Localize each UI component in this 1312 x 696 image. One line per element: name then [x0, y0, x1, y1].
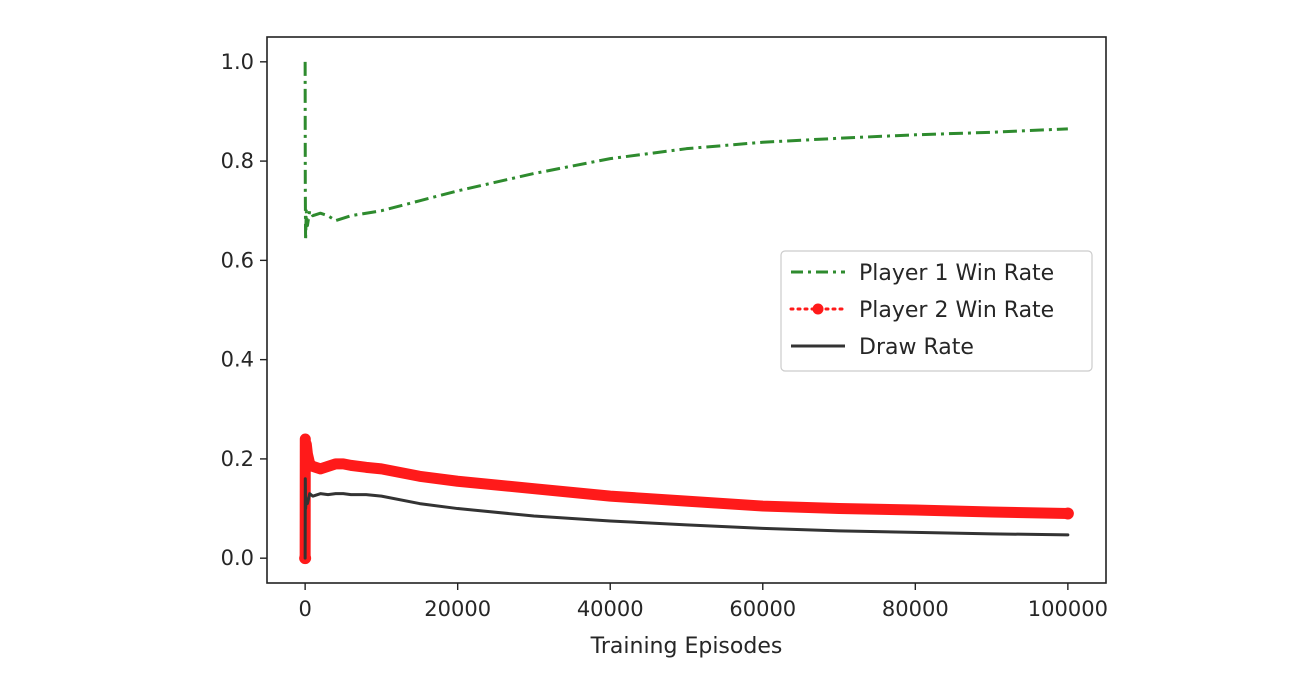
legend: Player 1 Win Rate Player 2 Win Rate Draw R… — [780, 250, 1093, 372]
legend-box — [780, 250, 1093, 372]
legend-label: Draw Rate — [859, 335, 974, 360]
x-tick-label: 80000 — [882, 597, 949, 621]
series-marker — [1061, 507, 1074, 520]
series-line-draw-rate — [303, 477, 1070, 560]
series-line-player-2-win-rate — [299, 433, 1074, 564]
x-tick-label: 60000 — [729, 597, 796, 621]
x-axis-ticks: 0 20000 40000 60000 80000 100000 — [298, 583, 1108, 621]
legend-marker — [812, 303, 824, 315]
x-tick-label: 100000 — [1028, 597, 1108, 621]
legend-label: Player 2 Win Rate — [859, 298, 1054, 323]
x-tick-label: 20000 — [424, 597, 491, 621]
axes-frame — [266, 36, 1107, 584]
plot-area — [299, 61, 1074, 565]
x-tick-label: 40000 — [577, 597, 644, 621]
x-axis-label: Training Episodes — [590, 634, 783, 659]
x-tick-label: 0 — [298, 597, 311, 621]
legend-label: Player 1 Win Rate — [859, 261, 1054, 286]
y-axis-ticks: 0.0 0.2 0.4 0.6 0.8 1.0 — [221, 50, 267, 570]
y-tick-label: 0.2 — [221, 447, 254, 471]
y-tick-label: 0.6 — [221, 248, 254, 272]
y-tick-label: 0.0 — [221, 546, 254, 570]
y-tick-label: 0.8 — [221, 149, 254, 173]
y-tick-label: 0.4 — [221, 348, 254, 372]
series-line-player-1-win-rate — [303, 61, 1068, 243]
y-tick-label: 1.0 — [221, 50, 254, 74]
